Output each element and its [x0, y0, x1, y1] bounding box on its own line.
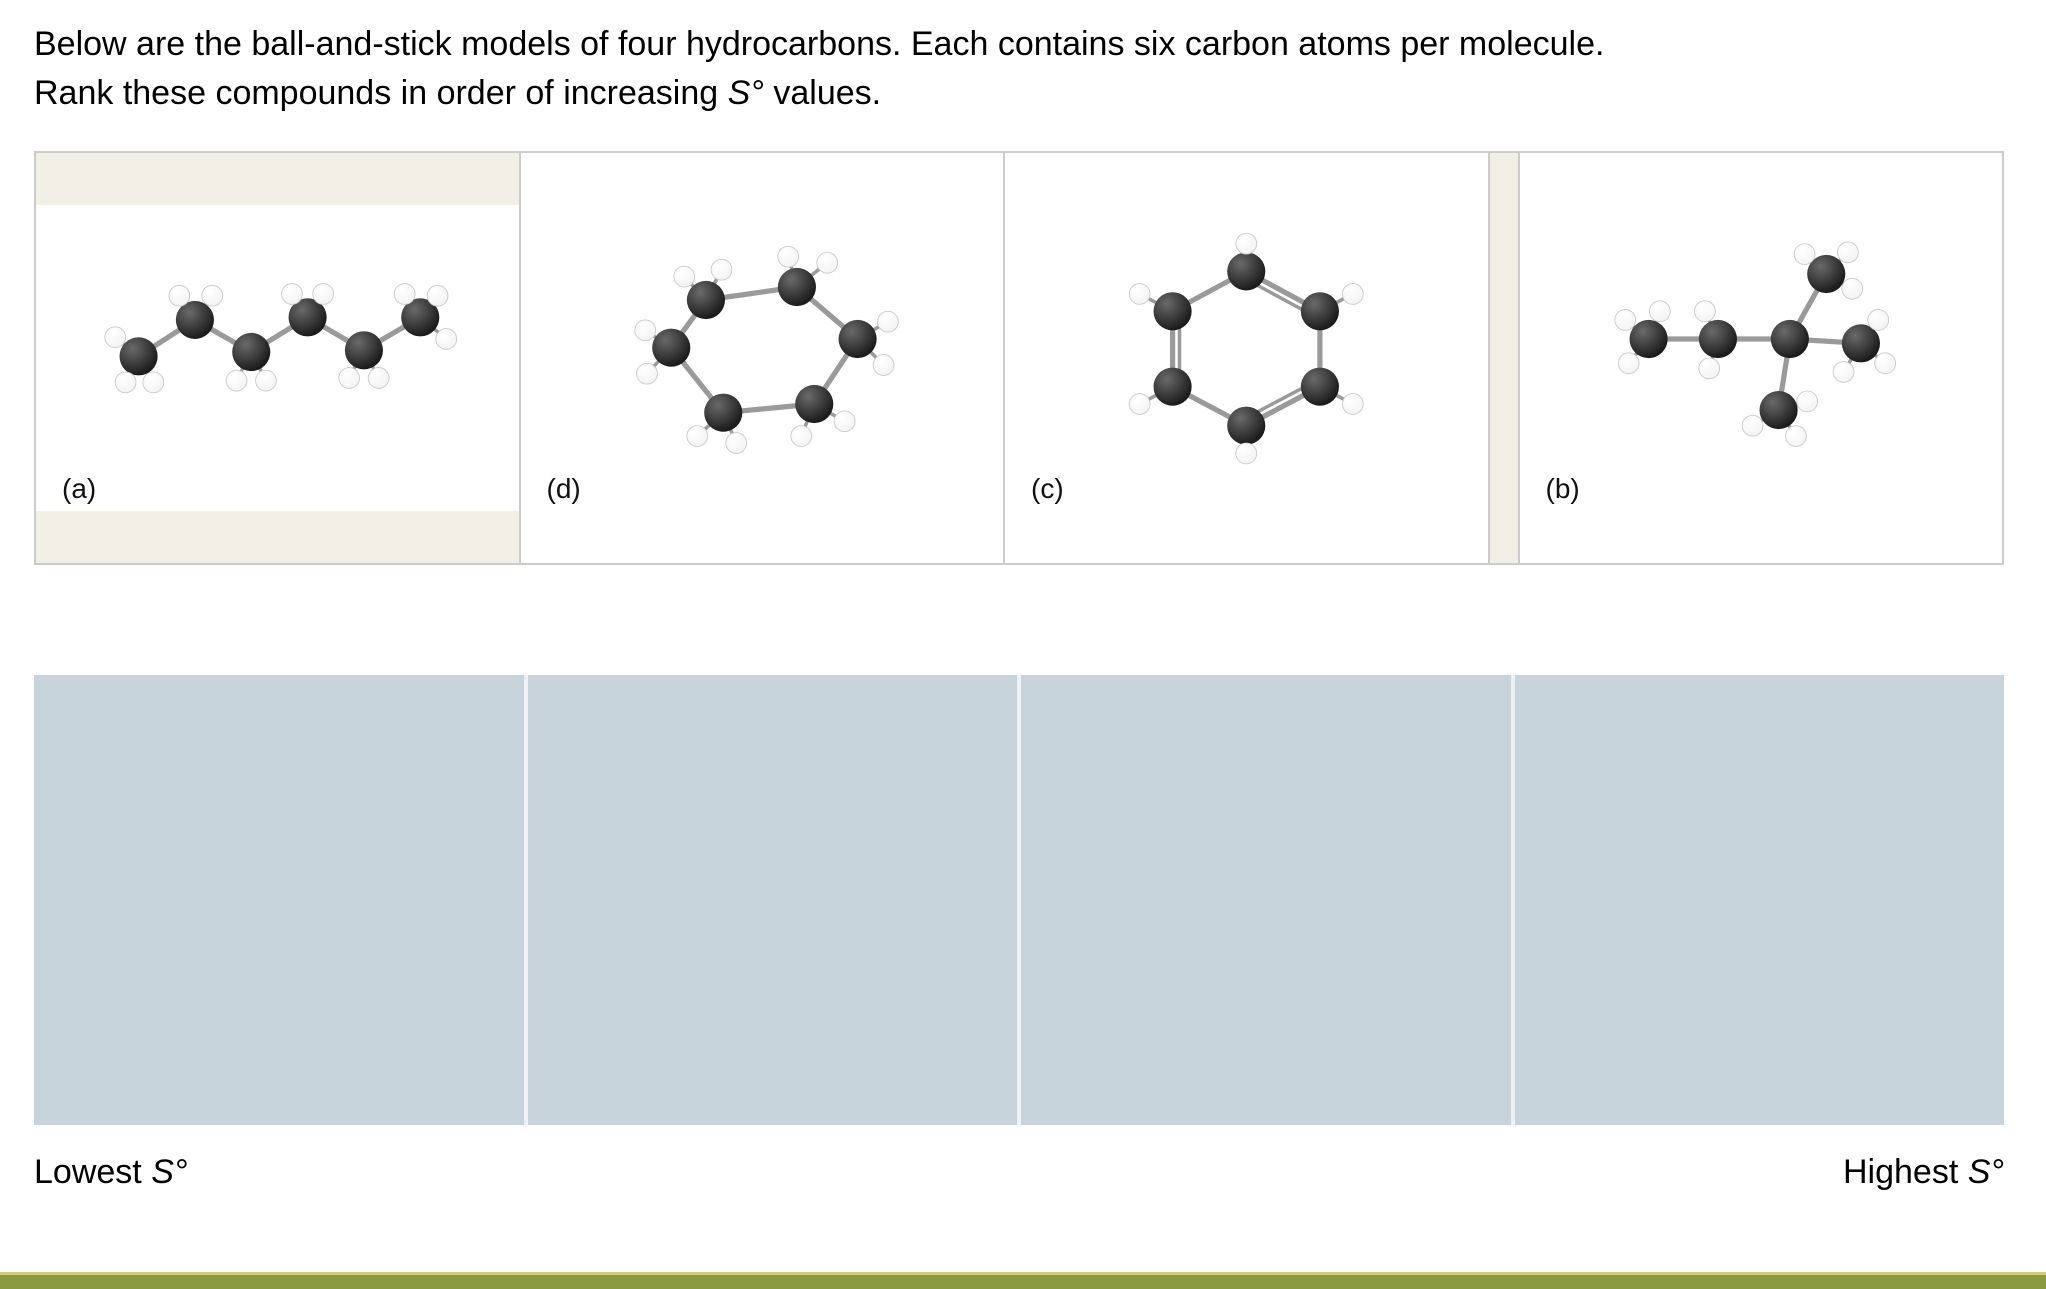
- question-text: Below are the ball-and-stick models of f…: [34, 20, 2012, 119]
- axis-low-sym: S°: [151, 1153, 187, 1191]
- molecule-label-c: (c): [1023, 473, 1064, 505]
- molecule-card-b[interactable]: (b): [1520, 153, 2003, 563]
- axis-low-pre: Lowest: [34, 1153, 151, 1191]
- gap-cell: [1490, 153, 1520, 563]
- molecule-figure-d: (d): [521, 205, 1004, 511]
- card-pad-bot: [36, 511, 519, 563]
- molecule-figure-c: (c): [1005, 205, 1488, 511]
- card-pad-bot: [1520, 511, 2003, 563]
- question-line1: Below are the ball-and-stick models of f…: [34, 25, 1604, 63]
- drop-slot-4[interactable]: [1515, 675, 2005, 1125]
- entropy-symbol: S°: [728, 74, 764, 112]
- question-container: Below are the ball-and-stick models of f…: [0, 0, 2046, 1289]
- molecule-card-d[interactable]: (d): [521, 153, 1006, 563]
- ranking-drop-zone[interactable]: [34, 675, 2004, 1125]
- axis-high-pre: Highest: [1843, 1153, 1968, 1191]
- card-pad-bot: [1005, 511, 1488, 563]
- card-pad-top: [1520, 153, 2003, 205]
- card-pad-top: [1005, 153, 1488, 205]
- molecule-card-a[interactable]: (a): [36, 153, 521, 563]
- axis-high-sym: S°: [1968, 1153, 2004, 1191]
- question-line2-after: values.: [764, 74, 881, 112]
- question-line2-pre: Rank these compounds in order of increas…: [34, 74, 728, 112]
- molecule-label-a: (a): [54, 473, 96, 505]
- molecule-figure-a: (a): [36, 205, 519, 511]
- drop-slot-3[interactable]: [1021, 675, 1515, 1125]
- molecule-label-d: (d): [539, 473, 581, 505]
- molecule-figure-b: (b): [1520, 205, 2003, 511]
- molecule-label-b: (b): [1538, 473, 1580, 505]
- drop-slot-1[interactable]: [34, 675, 528, 1125]
- card-pad-top: [521, 153, 1004, 205]
- molecule-card-c[interactable]: (c): [1005, 153, 1490, 563]
- card-pad-top: [36, 153, 519, 205]
- axis-low: Lowest S°: [34, 1153, 187, 1192]
- card-pad-bot: [521, 511, 1004, 563]
- drop-slot-2[interactable]: [528, 675, 1022, 1125]
- axis-labels: Lowest S° Highest S°: [34, 1153, 2004, 1192]
- footer-bar: [0, 1272, 2046, 1289]
- axis-high: Highest S°: [1843, 1153, 2004, 1192]
- molecule-source-row: (a) (d) (c) (b): [34, 151, 2004, 565]
